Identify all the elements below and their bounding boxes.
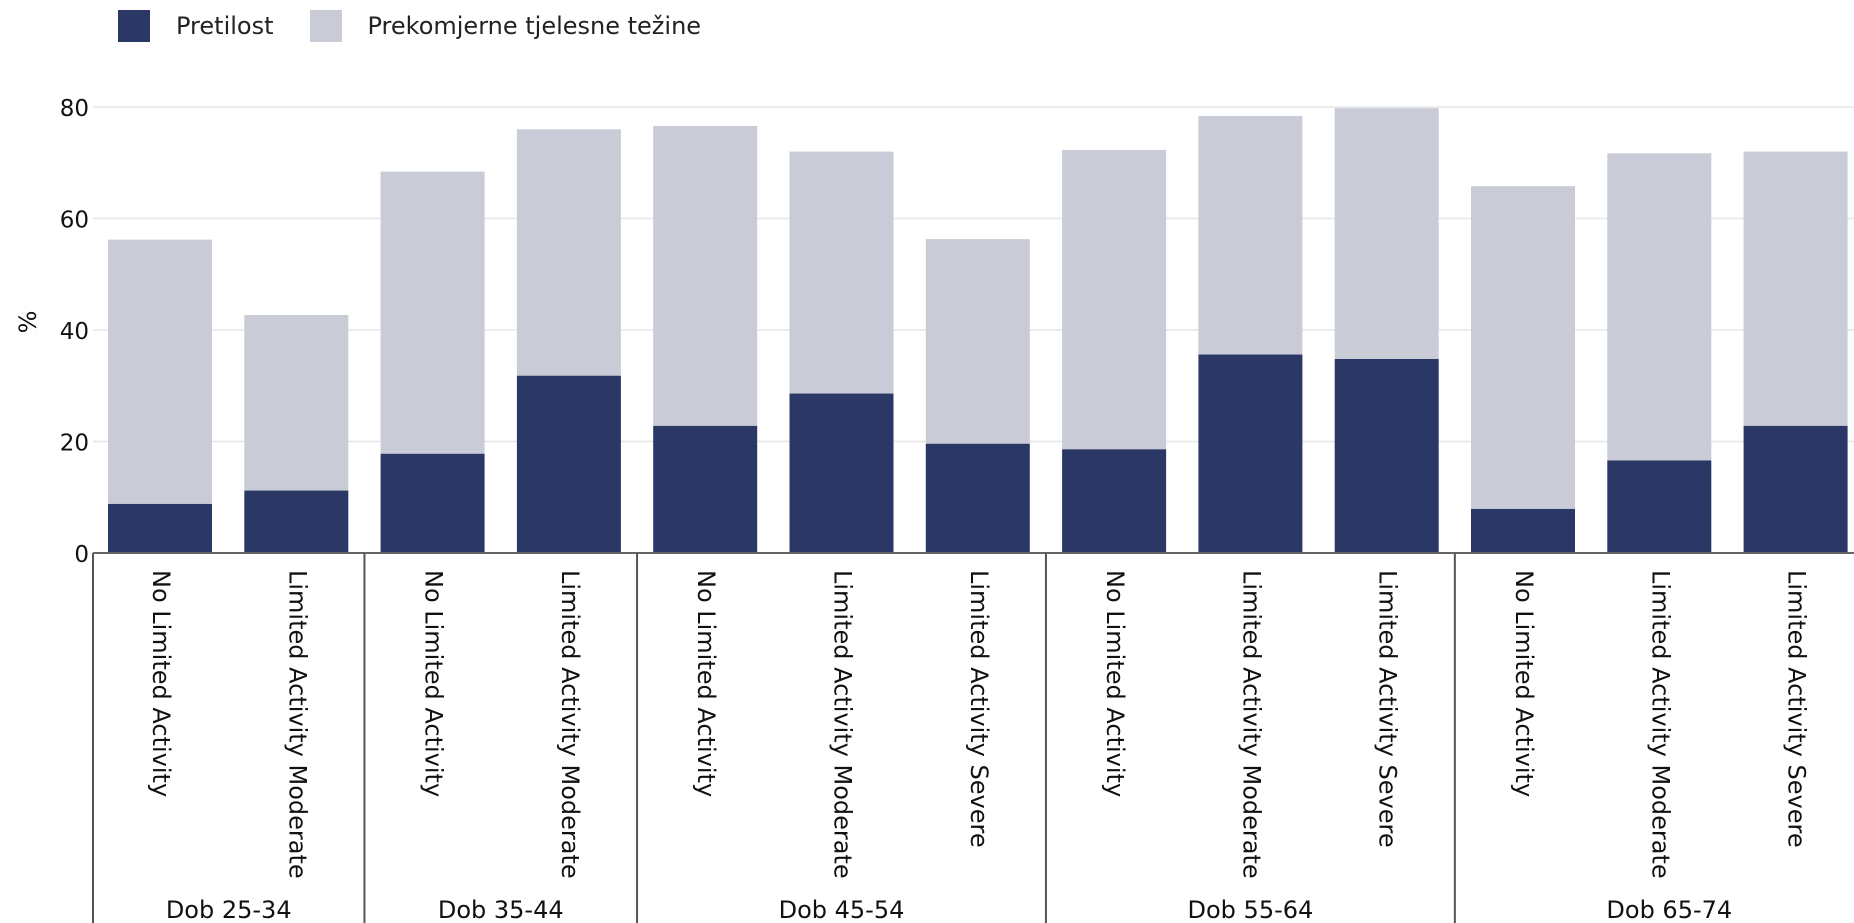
bar-pretilost xyxy=(1607,460,1712,553)
group-label: Dob 45-54 xyxy=(779,896,905,923)
bar-pretilost xyxy=(244,490,349,553)
x-category-label: No Limited Activity xyxy=(147,570,175,797)
bar-prekomjerne xyxy=(244,314,349,491)
bar-prekomjerne xyxy=(108,239,212,504)
bar-pretilost xyxy=(653,425,758,553)
x-category-label: No Limited Activity xyxy=(1101,570,1129,797)
x-category-label: No Limited Activity xyxy=(692,570,720,797)
group-label: Dob 55-64 xyxy=(1188,896,1314,923)
y-tick-label: 80 xyxy=(60,96,89,122)
bar-pretilost xyxy=(1471,508,1575,553)
legend-label-prekomjerne: Prekomjerne tjelesne težine xyxy=(367,12,702,40)
x-category-label: No Limited Activity xyxy=(420,570,448,797)
x-category-label: Limited Activity Moderate xyxy=(829,570,857,879)
bar-pretilost xyxy=(925,443,1030,553)
legend-swatch-prekomjerne xyxy=(309,10,342,42)
bar-prekomjerne xyxy=(1334,108,1439,359)
y-tick-label: 20 xyxy=(60,431,89,457)
legend-label-pretilost: Pretilost xyxy=(176,12,274,40)
group-label: Dob 35-44 xyxy=(438,896,564,923)
bar-pretilost xyxy=(1062,449,1167,553)
bar-pretilost xyxy=(1198,354,1303,553)
legend: Pretilost Prekomjerne tjelesne težine xyxy=(118,10,737,42)
bar-prekomjerne xyxy=(925,239,1030,444)
x-category-label: Limited Activity Moderate xyxy=(1646,570,1674,879)
y-tick-label: 40 xyxy=(60,319,89,345)
bar-prekomjerne xyxy=(1198,115,1303,355)
bar-prekomjerne xyxy=(789,151,894,394)
legend-swatch-pretilost xyxy=(118,10,150,42)
bar-prekomjerne xyxy=(653,125,758,426)
bar-prekomjerne xyxy=(1471,186,1575,509)
bar-prekomjerne xyxy=(516,129,621,376)
bar-pretilost xyxy=(1743,425,1848,553)
x-category-label: Limited Activity Severe xyxy=(965,570,993,848)
y-tick-label: 0 xyxy=(74,542,89,568)
bar-pretilost xyxy=(789,393,894,553)
x-category-label: Limited Activity Moderate xyxy=(1237,570,1265,879)
x-category-label: No Limited Activity xyxy=(1510,570,1538,797)
group-label: Dob 25-34 xyxy=(166,896,292,923)
x-category-label: Limited Activity Moderate xyxy=(283,570,311,879)
y-tick-label: 60 xyxy=(60,208,89,234)
x-category-label: Limited Activity Moderate xyxy=(556,570,584,879)
bar-pretilost xyxy=(1334,358,1439,553)
group-label: Dob 65-74 xyxy=(1606,896,1732,923)
bar-pretilost xyxy=(380,453,485,553)
bar-prekomjerne xyxy=(1743,151,1848,426)
x-category-label: Limited Activity Severe xyxy=(1783,570,1811,848)
bar-prekomjerne xyxy=(1607,153,1712,461)
y-axis-label: % xyxy=(14,311,42,334)
bar-pretilost xyxy=(516,375,621,553)
legend-item-pretilost[interactable]: Pretilost xyxy=(118,10,274,42)
legend-item-prekomjerne[interactable]: Prekomjerne tjelesne težine xyxy=(309,10,702,42)
bar-pretilost xyxy=(108,503,212,553)
bar-prekomjerne xyxy=(380,171,485,454)
x-category-label: Limited Activity Severe xyxy=(1374,570,1402,848)
bar-prekomjerne xyxy=(1062,149,1167,450)
